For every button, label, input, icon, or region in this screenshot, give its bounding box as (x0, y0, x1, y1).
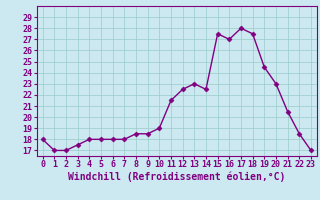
X-axis label: Windchill (Refroidissement éolien,°C): Windchill (Refroidissement éolien,°C) (68, 172, 285, 182)
